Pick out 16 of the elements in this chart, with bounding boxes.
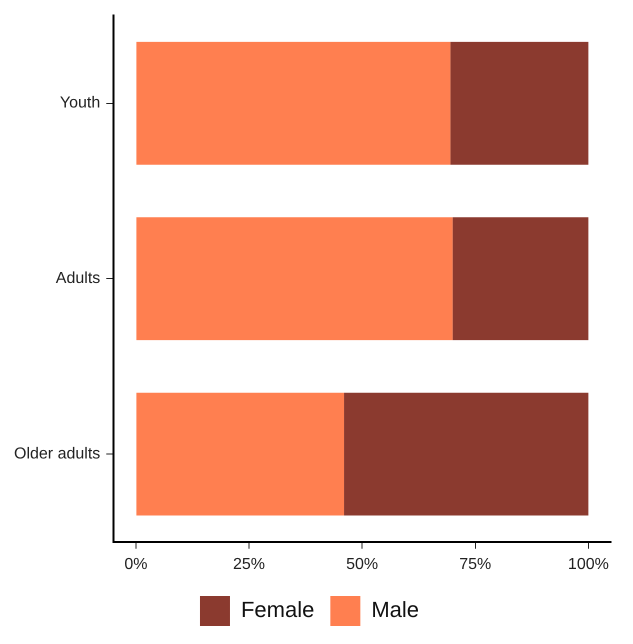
y-tick-label: Adults [56,270,100,288]
y-tick-label: Youth [60,94,100,112]
y-tick-label: Older adults [14,446,100,463]
legend-label: Female [240,597,314,622]
bar [452,217,588,340]
x-tick-label: 25% [232,556,266,573]
bar [136,42,450,165]
bar [450,42,588,165]
bar [344,392,588,516]
x-tick-label: 50% [346,556,378,573]
bar [136,217,453,340]
x-tick-label: 75% [459,556,492,573]
x-tick-label: 0% [124,556,148,573]
legend-label: Male [371,597,420,622]
bar [136,392,344,516]
x-tick-label: 100% [568,556,609,573]
